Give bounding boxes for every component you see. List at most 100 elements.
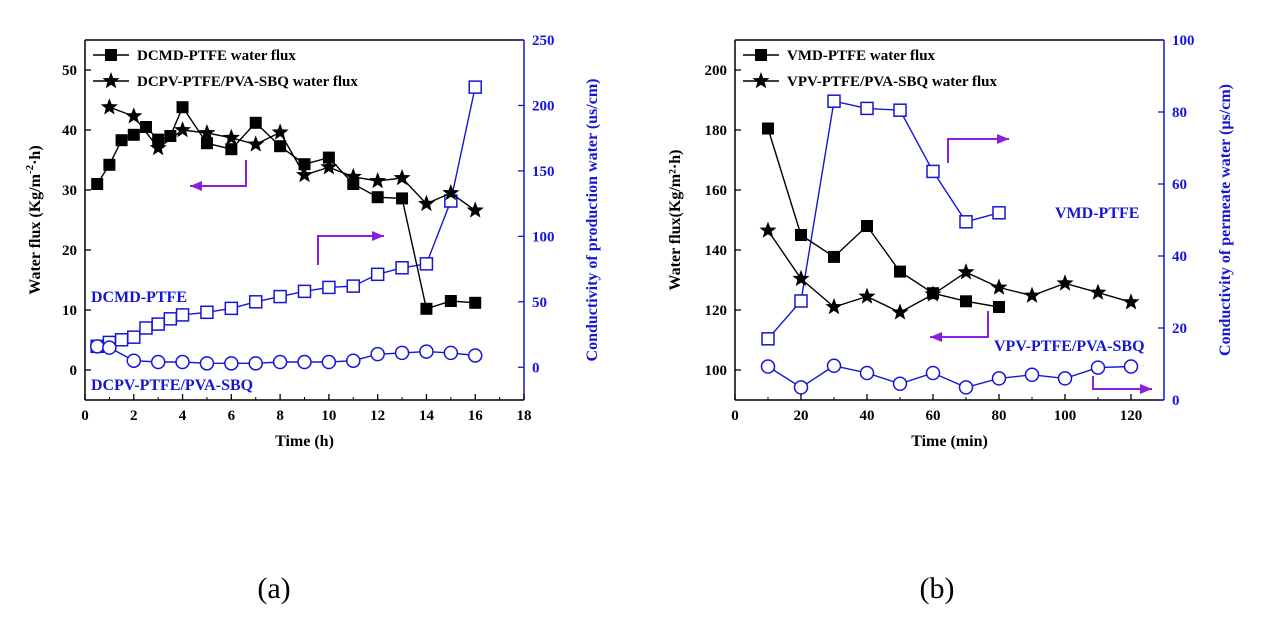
data-point xyxy=(295,166,314,183)
y-right-tick-label: 80 xyxy=(1172,105,1187,121)
x-axis-label: Time (h) xyxy=(275,433,334,450)
data-point xyxy=(993,301,1005,313)
x-tick-label: 6 xyxy=(228,408,236,424)
y-left-axis-label: Water flux (Kg/m-2·h) xyxy=(24,145,44,294)
legend-marker xyxy=(752,72,770,89)
y-left-tick-label: 40 xyxy=(62,123,77,139)
axis-indicator-arrow-1-line xyxy=(317,235,384,265)
series-line xyxy=(767,230,1132,314)
data-point xyxy=(346,279,361,293)
y-left-tick-label: 0 xyxy=(70,363,78,379)
y-right-axis-label: Conductivity of permeate water (µs/cm) xyxy=(1217,84,1234,356)
data-point xyxy=(958,380,974,395)
y-right-tick-label: 0 xyxy=(532,360,540,376)
data-point xyxy=(369,172,387,189)
y-left-tick-label: 180 xyxy=(705,123,728,139)
data-point xyxy=(762,122,774,135)
data-point xyxy=(247,135,265,152)
data-point xyxy=(274,140,287,153)
data-point xyxy=(794,294,808,308)
panel-label: (a) xyxy=(257,572,290,605)
x-tick-label: 8 xyxy=(276,408,284,424)
data-point xyxy=(469,296,482,309)
chart-panel-0: 0 2 4 6 8 10 12 14 16 18 0 10 20 30 40 50 0 50 100 150 200 25… xyxy=(24,33,601,605)
legend: VMD-PTFE water flux VPV-PTFE/PVA-SBQ wate… xyxy=(743,48,997,90)
y-right-tick-label: 150 xyxy=(532,164,555,180)
data-point xyxy=(149,139,167,156)
x-tick-label: 12 xyxy=(370,408,385,424)
x-tick-label: 60 xyxy=(926,408,941,424)
series-filled-star-1 xyxy=(100,98,484,218)
data-point xyxy=(320,158,338,175)
axis-indicator-arrow-1 xyxy=(317,231,384,265)
x-tick-label: 0 xyxy=(81,408,89,424)
data-point xyxy=(444,295,457,307)
data-point xyxy=(164,130,177,142)
axis-indicator-arrow-0-line xyxy=(190,160,247,187)
data-point xyxy=(393,169,411,186)
legend-label: DCPV-PTFE/PVA-SBQ water flux xyxy=(137,74,358,90)
y-right-tick-label: 100 xyxy=(1172,33,1195,49)
y-left-label-part: Water flux (Kg/m xyxy=(27,173,44,294)
data-point xyxy=(297,284,312,299)
legend-label: VPV-PTFE/PVA-SBQ water flux xyxy=(787,74,997,90)
data-point xyxy=(960,295,972,308)
y-left-tick-label: 200 xyxy=(705,63,728,79)
legend-label: VMD-PTFE water flux xyxy=(787,48,936,64)
data-point xyxy=(827,94,841,108)
data-point xyxy=(371,191,384,204)
data-point xyxy=(163,312,178,326)
y-left-tick-label: 10 xyxy=(62,303,77,319)
x-tick-label: 20 xyxy=(794,408,809,424)
data-point xyxy=(344,167,362,185)
data-point xyxy=(1089,283,1107,300)
data-point xyxy=(103,158,116,171)
axis-indicator-arrow-2 xyxy=(1092,376,1152,394)
y-right-tick-label: 250 xyxy=(532,33,555,49)
data-point xyxy=(442,184,460,201)
data-point xyxy=(200,137,213,150)
series-annotation: VPV-PTFE/PVA-SBQ xyxy=(994,338,1145,355)
series-annotation: DCPV-PTFE/PVA-SBQ xyxy=(91,377,253,394)
series-open-circle-3 xyxy=(760,358,1139,395)
data-point xyxy=(861,220,873,232)
data-point xyxy=(892,376,908,392)
data-point xyxy=(859,365,875,381)
legend-marker xyxy=(105,49,117,61)
axis-indicator-arrow-0 xyxy=(947,134,1009,163)
data-point xyxy=(925,365,941,381)
axis-indicator-arrow-0-head xyxy=(190,181,202,191)
data-point xyxy=(370,267,385,282)
data-point xyxy=(792,269,810,287)
data-point xyxy=(139,321,153,335)
series-line xyxy=(767,100,1000,340)
data-point xyxy=(992,206,1006,220)
data-point xyxy=(959,215,973,229)
x-tick-label: 4 xyxy=(179,408,187,424)
legend-marker xyxy=(102,72,120,89)
data-point xyxy=(224,356,239,371)
data-point xyxy=(1023,286,1041,303)
series-annotation: DCMD-PTFE xyxy=(91,289,187,306)
data-point xyxy=(102,340,117,355)
data-point xyxy=(248,295,263,309)
data-point xyxy=(127,128,140,141)
x-tick-label: 40 xyxy=(860,408,875,424)
data-point xyxy=(891,303,909,320)
data-point xyxy=(249,116,262,129)
data-point xyxy=(175,354,190,370)
data-point xyxy=(396,192,409,205)
data-point xyxy=(225,143,238,156)
data-point xyxy=(346,353,361,368)
data-point xyxy=(150,354,166,370)
data-point xyxy=(321,354,337,370)
data-point xyxy=(826,358,842,374)
data-point xyxy=(1056,274,1074,291)
data-point xyxy=(893,103,907,117)
data-point xyxy=(395,261,409,275)
data-point xyxy=(419,257,434,271)
y-right-tick-label: 0 xyxy=(1172,393,1180,409)
series-line xyxy=(767,365,1132,389)
series-annotation: VMD-PTFE xyxy=(1055,205,1139,222)
axis-indicator-arrow-1-line xyxy=(930,311,989,338)
